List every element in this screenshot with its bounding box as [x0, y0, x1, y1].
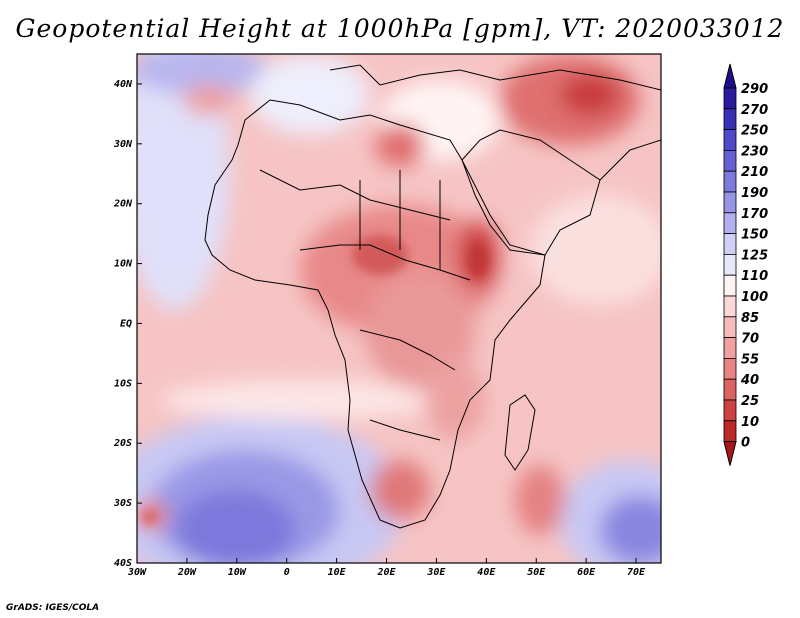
colorbar-swatch: [723, 378, 737, 401]
colorbar-label: 40: [740, 373, 759, 388]
lon-label: 10E: [328, 567, 347, 578]
colorbar-label: 70: [741, 332, 759, 347]
colorbar-label: 290: [741, 82, 768, 97]
colorbar-swatch: [723, 108, 737, 131]
colorbar-swatch: [723, 399, 737, 422]
colorbar-label: 25: [741, 394, 759, 409]
colorbar-label: 190: [741, 186, 768, 201]
colorbar-label: 170: [741, 207, 768, 222]
colorbar-swatch: [723, 191, 737, 214]
colorbar-swatch: [723, 420, 737, 442]
lon-label: 60E: [577, 567, 596, 578]
height-field: [137, 54, 661, 563]
colorbar-label: 10: [741, 415, 759, 430]
lat-label: 20N: [113, 199, 133, 210]
colorbar-label: 210: [741, 165, 768, 180]
lat-label: 40N: [114, 79, 133, 90]
plot-frame: [136, 53, 662, 564]
colorbar-swatch: [723, 233, 737, 255]
colorbar-label: 100: [741, 290, 768, 305]
lon-label: 20W: [177, 567, 197, 578]
coastlines: [204, 64, 661, 529]
lon-label: 0: [284, 567, 290, 578]
colorbar-swatch: [723, 253, 737, 276]
colorbar-swatch: [723, 357, 737, 380]
lon-label: 40E: [477, 567, 496, 578]
lat-label: 40S: [114, 558, 132, 569]
colorbar-label: 0: [741, 436, 750, 451]
colorbar-swatch: [723, 170, 737, 193]
lat-label: 30S: [113, 498, 132, 509]
lon-label: 50E: [527, 567, 546, 578]
colorbar-label: 270: [741, 103, 768, 118]
colorbar-swatch: [723, 274, 737, 297]
colorbar-label: 250: [741, 124, 768, 139]
longitude-axis: 30W 20W 10W 0 10E 20E 30E 40E 50E 60E 70E: [127, 558, 646, 578]
lon-label: 10W: [228, 567, 247, 578]
colorbar-label: 230: [741, 144, 768, 159]
credit-label: GrADS: IGES/COLA: [6, 603, 100, 613]
colorbar-label: 110: [741, 269, 768, 284]
colorbar-bottom-arrow: [723, 441, 737, 466]
colorbar-top-arrow: [723, 63, 737, 89]
lon-label: 70E: [627, 567, 646, 578]
lon-label: 30W: [127, 567, 147, 578]
lat-label: 10N: [114, 259, 133, 270]
colorbar-swatch: [723, 149, 737, 172]
lat-label: 20S: [113, 438, 132, 449]
colorbar-label: 125: [741, 248, 768, 263]
chart-title: Geopotential Height at 1000hPa [gpm], VT…: [15, 14, 785, 43]
lat-label: EQ: [120, 318, 132, 329]
colorbar-label: 150: [741, 228, 768, 243]
colorbar-swatch: [723, 129, 737, 151]
colorbar: 2902702502302101901701501251101008570554…: [723, 63, 768, 466]
lon-label: 20E: [376, 567, 396, 578]
lat-label: 10S: [114, 378, 132, 389]
colorbar-swatch: [723, 316, 737, 338]
colorbar-label: 85: [741, 311, 759, 326]
colorbar-label: 55: [741, 352, 759, 367]
colorbar-swatch: [723, 295, 737, 318]
colorbar-swatch: [723, 212, 737, 235]
lat-label: 30N: [113, 139, 133, 150]
latitude-axis: 40N 30N 20N 10N EQ 10S 20S 30S 40S: [113, 79, 142, 569]
colorbar-swatch: [723, 337, 737, 359]
colorbar-swatch: [723, 87, 737, 110]
lon-label: 30E: [426, 567, 446, 578]
